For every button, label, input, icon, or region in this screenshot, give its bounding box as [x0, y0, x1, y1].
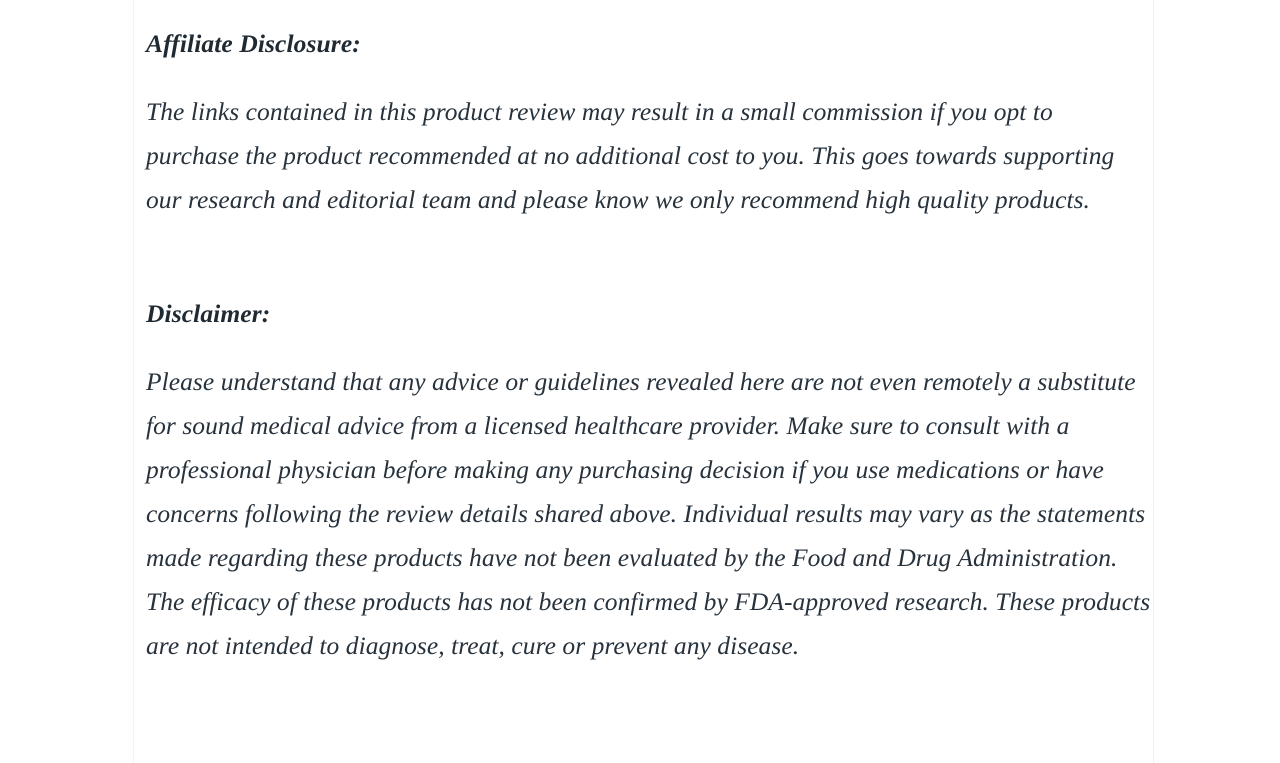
content-column-right-rule: [1153, 0, 1154, 763]
affiliate-disclosure-section: Affiliate Disclosure:: [146, 22, 1152, 66]
affiliate-disclosure-paragraph: The links contained in this product revi…: [146, 97, 1115, 214]
disclaimer-body-block: Please understand that any advice or gui…: [146, 360, 1152, 668]
disclaimer-section: Disclaimer:: [146, 292, 1152, 336]
affiliate-disclosure-heading: Affiliate Disclosure:: [146, 29, 361, 58]
disclaimer-paragraph: Please understand that any advice or gui…: [146, 367, 1151, 660]
disclaimer-heading: Disclaimer:: [146, 299, 271, 328]
content-column-left-rule: [133, 0, 134, 763]
document-content: Affiliate Disclosure: The links containe…: [146, 0, 1152, 763]
affiliate-disclosure-body-block: The links contained in this product revi…: [146, 90, 1152, 222]
